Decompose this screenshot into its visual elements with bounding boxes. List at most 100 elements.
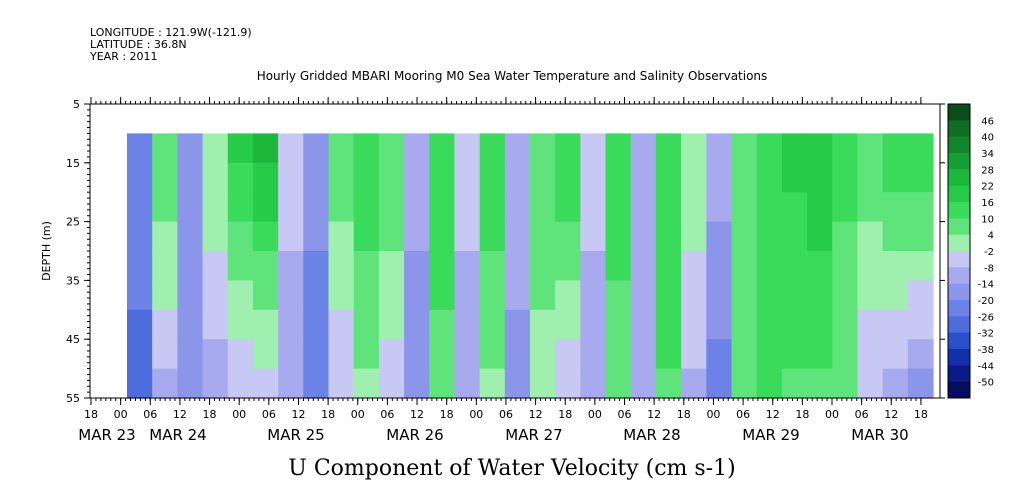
heatmap-cell [404,192,430,223]
heatmap-cell [580,339,607,370]
heatmap-cell [605,368,632,399]
heatmap-cell [756,280,783,311]
heatmap-cell [252,280,279,311]
heatmap-cell [504,133,531,164]
heatmap-cell [429,221,456,252]
heatmap-cell [328,162,355,193]
heatmap-cell [907,221,934,252]
heatmap-cell [555,368,581,399]
heatmap-cell [605,162,632,193]
heatmap-cell [328,309,355,340]
x-hour-label: 12 [647,408,661,421]
heatmap-cell [504,221,531,252]
colorbar-label: 40 [981,133,994,144]
x-hour-label: 00 [469,408,483,421]
heatmap-cell [756,368,783,399]
heatmap-cell [681,339,707,370]
heatmap-cell [580,280,607,311]
heatmap-cell [781,251,808,281]
x-hour-label: 18 [677,408,691,421]
heatmap-cell [756,162,783,193]
x-date-label: MAR 28 [623,426,680,444]
heatmap-cell [555,221,581,252]
colorbar-swatch [948,120,970,138]
heatmap-cell [252,162,279,193]
heatmap-cell [555,339,581,370]
heatmap-cell [605,339,632,370]
heatmap-cell [177,280,204,311]
colorbar-swatch [948,365,970,383]
colorbar-label: -14 [978,280,994,291]
heatmap-cell [882,133,909,164]
heatmap-cell [504,251,531,281]
heatmap-cell [731,221,758,252]
heatmap-cell [378,309,405,340]
heatmap-cell [479,221,506,252]
x-axis: 18 00 06 12 18 00 06 12 18 00 06 12 18 00 06 12 18 00 06 12… [78,97,928,444]
heatmap-cell [303,368,330,399]
heatmap-cell [454,162,481,193]
heatmap-cell [328,280,355,311]
heatmap-cell [807,368,833,399]
heatmap-cell [655,309,682,340]
heatmap-cell [202,368,229,399]
y-tick-label: 55 [66,392,80,405]
x-hour-label: 18 [440,408,454,421]
year-label: YEAR : 2011 [89,50,158,63]
heatmap-cell [177,133,204,164]
x-hour-label: 12 [884,408,898,421]
heatmap-cell [882,251,909,281]
heatmap-cell [303,280,330,311]
heatmap-cell [630,192,657,223]
heatmap-cell [731,280,758,311]
heatmap-cell [655,133,682,164]
heatmap-cell [630,251,657,281]
heatmap-cell [429,280,456,311]
heatmap-cell [303,251,330,281]
heatmap-cell [252,133,279,164]
heatmap-cell [504,192,531,223]
x-hour-label: 18 [84,408,98,421]
heatmap-cell [303,133,330,164]
heatmap-cell [454,368,481,399]
heatmap-cell [731,133,758,164]
heatmap-cell [832,192,859,223]
colorbar-label: 16 [981,198,994,209]
heatmap-cell [807,251,833,281]
heatmap-cell [127,221,153,252]
x-hour-label: 06 [380,408,394,421]
heatmap-cell [227,309,254,340]
colorbar-swatch [948,332,970,350]
heatmap-cell [454,251,481,281]
heatmap-cell [857,162,884,193]
x-hour-label: 06 [262,408,276,421]
heatmap-cell [781,339,808,370]
heatmap-cell [353,368,380,399]
colorbar-frame [947,103,971,399]
heatmap-cell [655,192,682,223]
x-hour-label: 00 [232,408,246,421]
heatmap-cell [832,251,859,281]
heatmap-cell [555,133,581,164]
x-hour-label: 12 [529,408,543,421]
heatmap-cell [227,368,254,399]
heatmap-cell [807,162,833,193]
colorbar-swatch [948,169,970,187]
heatmap-cell [152,368,178,399]
heatmap-cell [907,133,934,164]
heatmap-cell [328,221,355,252]
heatmap-cell [152,251,178,281]
colorbar-swatch [948,381,970,399]
heatmap-cell [681,133,707,164]
heatmap-cell [530,221,556,252]
y-axis-label: DEPTH (m) [40,221,53,281]
colorbar-swatch [948,267,970,285]
heatmap-cell [706,339,733,370]
heatmap-cell [907,192,934,223]
heatmap-cell [353,339,380,370]
heatmap-cell [857,368,884,399]
x-hour-label: 00 [706,408,720,421]
colorbar-swatch [948,300,970,317]
heatmap-cell [580,221,607,252]
